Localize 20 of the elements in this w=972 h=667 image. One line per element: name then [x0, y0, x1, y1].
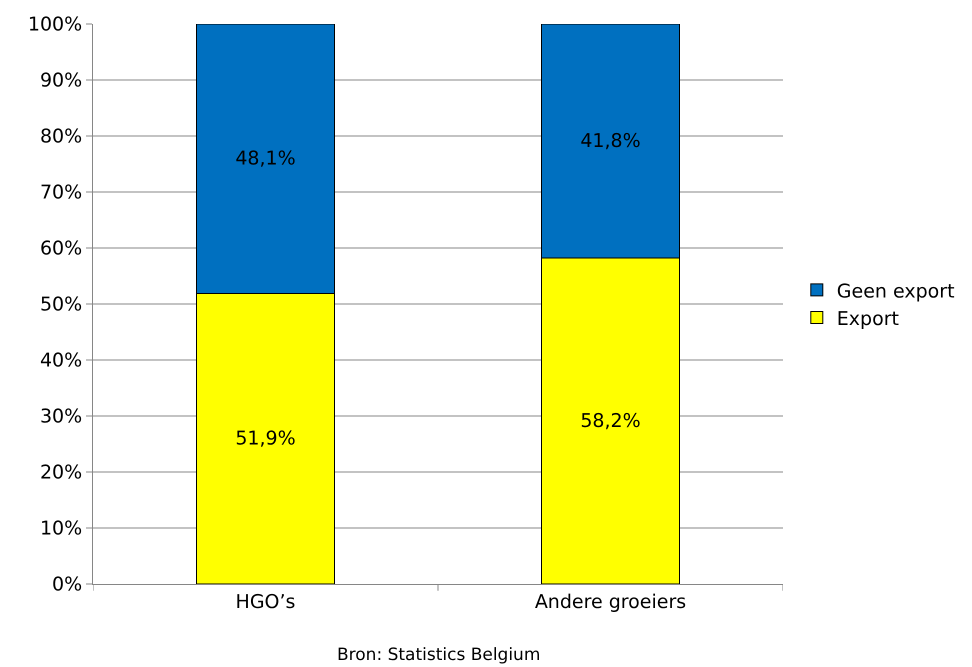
x-tick-label: HGO’s [236, 590, 296, 613]
data-label: 58,2% [580, 410, 641, 432]
y-tick-label: 20% [40, 462, 82, 484]
y-tick-label: 50% [40, 294, 82, 316]
y-tick-label: 100% [28, 14, 82, 36]
y-tick-label: 80% [40, 126, 82, 148]
y-tick-label: 70% [40, 182, 82, 204]
y-tick-label: 90% [40, 70, 82, 92]
data-label: 51,9% [235, 428, 296, 450]
legend-label: Geen export [836, 280, 955, 302]
data-label: 41,8% [580, 130, 641, 152]
text: Bron: Statistics Belgium [337, 645, 540, 665]
y-tick-label: 40% [40, 350, 82, 372]
y-tick-label: 30% [40, 406, 82, 428]
y-tick-label: 10% [40, 518, 82, 540]
data-label: 48,1% [235, 148, 296, 170]
x-tick-label: Andere groeiers [534, 590, 686, 613]
y-tick-label: 0% [52, 574, 82, 596]
legend-label: Export [836, 308, 900, 330]
y-tick-label: 60% [40, 238, 82, 260]
